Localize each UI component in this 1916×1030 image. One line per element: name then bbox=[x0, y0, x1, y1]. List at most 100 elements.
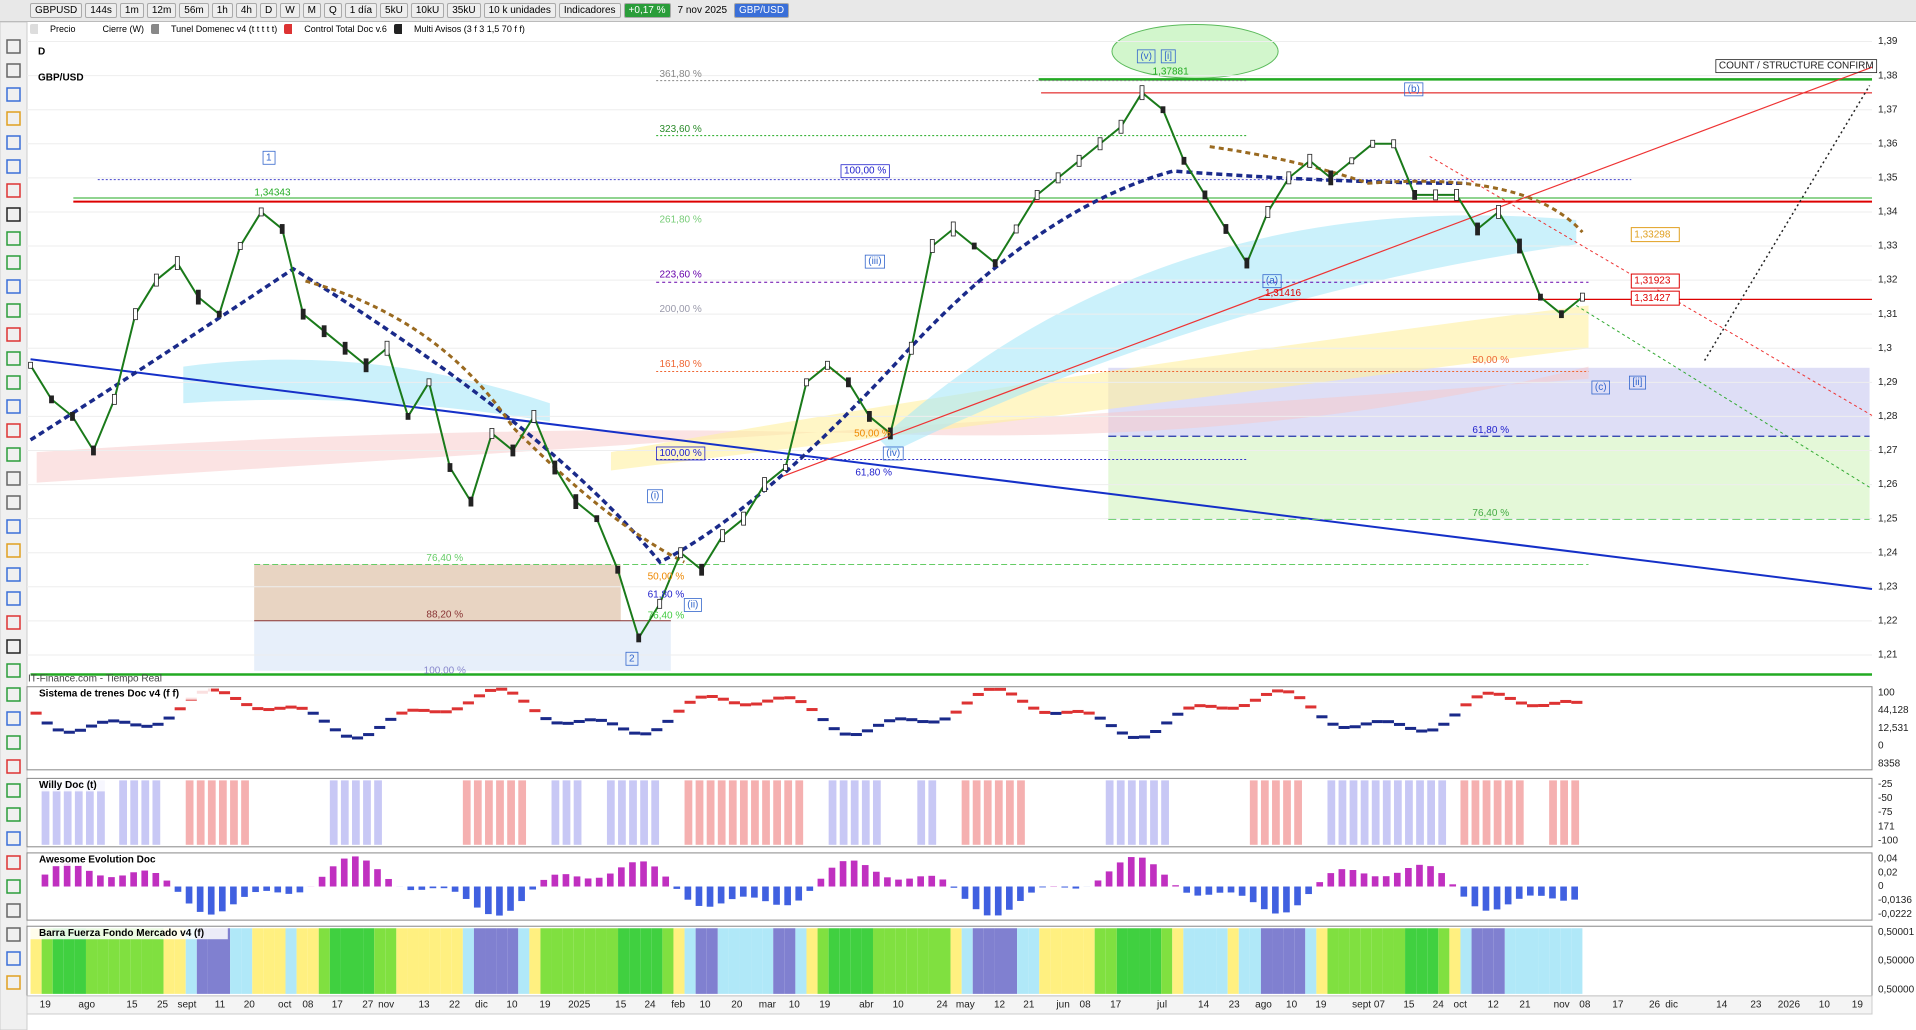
time-label: 21 bbox=[1023, 1000, 1035, 1011]
strength-bar bbox=[1338, 928, 1350, 994]
signal-bar bbox=[651, 780, 660, 845]
time-label: 19 bbox=[1315, 1000, 1327, 1011]
toolbar-button[interactable]: 4h bbox=[235, 3, 257, 18]
time-label: 12 bbox=[1488, 1000, 1500, 1011]
candle bbox=[510, 444, 516, 457]
panel-axis-label: 12,531 bbox=[1878, 723, 1909, 734]
strength-bar bbox=[1405, 928, 1417, 994]
toolbar-button[interactable]: 5kU bbox=[380, 3, 408, 18]
legend-item[interactable]: Tunel Domenec v4 (t t t t t) bbox=[151, 24, 281, 34]
strength-bar bbox=[1150, 928, 1162, 994]
strength-bar bbox=[895, 928, 907, 994]
signal-band bbox=[1028, 706, 1040, 710]
time-label: abr bbox=[859, 1000, 874, 1011]
signal-band bbox=[285, 705, 297, 709]
strength-bar bbox=[861, 928, 873, 994]
legend-item[interactable]: Multi Avisos (3 f 3 1,5 70 f f) bbox=[393, 24, 529, 34]
toolbar-button[interactable]: D bbox=[259, 3, 278, 18]
histogram-bar bbox=[1316, 882, 1324, 887]
signal-bar bbox=[618, 780, 626, 845]
strength-bar bbox=[1382, 928, 1394, 994]
signal-band bbox=[983, 687, 995, 691]
legend-item[interactable]: Precio bbox=[30, 24, 80, 34]
tool-icon bbox=[6, 303, 21, 318]
signal-band bbox=[85, 724, 98, 728]
signal-band bbox=[1083, 711, 1095, 715]
signal-band bbox=[108, 719, 120, 723]
strength-bar bbox=[196, 928, 208, 994]
tool-icon bbox=[6, 399, 21, 414]
strength-bar bbox=[263, 928, 275, 994]
annotation-box bbox=[656, 446, 706, 461]
time-label: 22 bbox=[449, 1000, 461, 1011]
signal-band bbox=[939, 717, 951, 721]
signal-band bbox=[207, 688, 219, 692]
time-label: 24 bbox=[1433, 1000, 1445, 1011]
candle bbox=[174, 256, 180, 270]
strength-bar bbox=[1560, 928, 1572, 994]
histogram-bar bbox=[773, 886, 780, 905]
histogram-bar bbox=[285, 886, 293, 894]
histogram-bar bbox=[562, 874, 570, 887]
signal-band bbox=[52, 728, 64, 732]
signal-bar bbox=[961, 780, 970, 845]
signal-bar bbox=[540, 780, 549, 845]
histogram-bar bbox=[1504, 886, 1512, 905]
strength-bar bbox=[440, 928, 452, 994]
strength-bar bbox=[85, 928, 98, 994]
candle bbox=[741, 511, 746, 526]
toolbar-button[interactable]: 56m bbox=[179, 3, 209, 18]
time-label: ago bbox=[1255, 1000, 1272, 1011]
legend-item[interactable]: Control Total Doc v.6 bbox=[284, 24, 391, 34]
time-label: oct bbox=[278, 1000, 292, 1011]
toolbar-button[interactable]: 35kU bbox=[447, 3, 481, 18]
symbol[interactable]: GBPUSD bbox=[30, 3, 83, 18]
time-label: 23 bbox=[1750, 1000, 1762, 1011]
toolbar-button[interactable]: 1m bbox=[119, 3, 144, 18]
toolbar-button[interactable]: W bbox=[280, 3, 300, 18]
candle bbox=[1139, 85, 1145, 101]
toolbar-button[interactable]: M bbox=[302, 3, 322, 18]
signal-bar bbox=[950, 780, 959, 845]
panel-axis-label: 0,02 bbox=[1878, 867, 1898, 878]
toolbar-button[interactable]: 1 día bbox=[344, 3, 378, 18]
panel bbox=[26, 686, 1873, 771]
legend-item[interactable]: Cierre (W) bbox=[82, 24, 149, 34]
histogram-bar bbox=[119, 875, 126, 887]
price-tick-label: 1,39 bbox=[1878, 36, 1898, 47]
signal-bar bbox=[1105, 780, 1114, 845]
price-tag-label: 1,31427 bbox=[1634, 293, 1671, 304]
signal-bar bbox=[1382, 780, 1391, 845]
candle bbox=[1244, 257, 1250, 269]
signal-bar bbox=[629, 780, 637, 845]
toolbar-button[interactable]: 12m bbox=[146, 3, 177, 18]
strength-bar bbox=[1549, 928, 1561, 994]
signal-bar bbox=[1150, 780, 1158, 845]
signal-band bbox=[119, 720, 131, 724]
signal-bar bbox=[285, 780, 294, 845]
strength-bar bbox=[418, 928, 430, 994]
panel-axis-label: -100 bbox=[1878, 835, 1898, 846]
signal-band bbox=[1526, 704, 1539, 708]
signal-band bbox=[972, 692, 984, 696]
annotation: 223,60 % bbox=[659, 270, 701, 281]
toolbar-button[interactable]: 144s bbox=[85, 3, 117, 18]
panel-axis-label: 0,04 bbox=[1878, 854, 1898, 865]
signal-band bbox=[1338, 725, 1350, 729]
signal-bar bbox=[1127, 780, 1136, 845]
toolbar-button[interactable]: 1h bbox=[211, 3, 233, 18]
strength-bar bbox=[1283, 928, 1295, 994]
toolbar-button[interactable]: Indicadores bbox=[558, 3, 621, 18]
tool-icon bbox=[6, 591, 21, 606]
signal-band bbox=[1360, 722, 1372, 726]
toolbar-button[interactable]: 10 k unidades bbox=[483, 3, 556, 18]
candle bbox=[573, 494, 579, 510]
toolbar-button[interactable]: 10kU bbox=[410, 3, 445, 18]
candle bbox=[1328, 170, 1334, 186]
toolbar-button[interactable]: Q bbox=[324, 3, 342, 18]
histogram-bar bbox=[1427, 866, 1434, 887]
signal-band bbox=[1316, 715, 1328, 719]
histogram-bar bbox=[983, 886, 991, 916]
histogram-bar bbox=[1571, 886, 1578, 900]
candle bbox=[971, 242, 977, 250]
